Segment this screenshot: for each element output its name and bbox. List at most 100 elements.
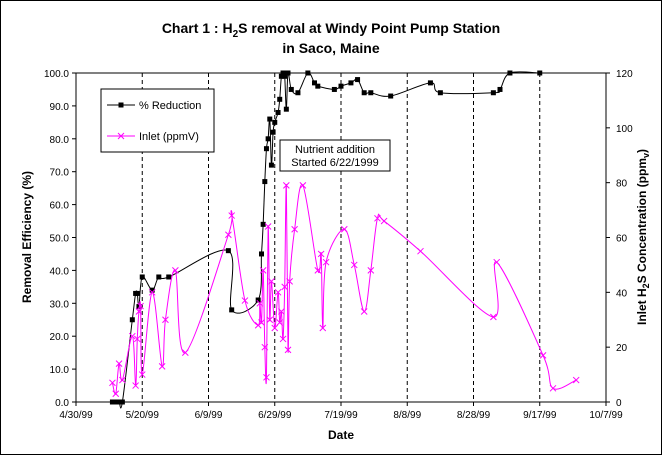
- series-reduction-point: [490, 90, 496, 96]
- series-reduction-point: [282, 73, 288, 79]
- series-reduction-point: [331, 86, 337, 92]
- series-inlet-point: [241, 297, 249, 304]
- series-reduction-point: [268, 162, 274, 168]
- series-inlet-point: [549, 384, 557, 392]
- x-tick-label: 6/9/99: [195, 410, 223, 421]
- series-reduction-point: [255, 297, 261, 303]
- series-inlet-point: [322, 258, 330, 266]
- series-inlet-point: [572, 376, 580, 384]
- series-reduction-point: [355, 77, 361, 83]
- series-inlet-point: [259, 267, 267, 274]
- series-inlet-point: [340, 225, 348, 233]
- series-reduction-point: [156, 274, 162, 280]
- x-tick-label: 9/17/99: [523, 410, 557, 421]
- series-reduction-point: [283, 106, 289, 112]
- chart-title-line2: in Saco, Maine: [282, 40, 379, 56]
- y-left-tick-label: 20.0: [50, 332, 70, 343]
- y-left-tick-label: 60.0: [50, 201, 70, 212]
- series-reduction-point: [278, 73, 284, 79]
- series-reduction-point: [113, 399, 119, 405]
- series-inlet-point: [162, 316, 169, 324]
- series-reduction-point: [116, 399, 122, 405]
- series-inlet-point: [278, 308, 285, 315]
- series-reduction-point: [119, 399, 125, 405]
- x-axis-label: Date: [328, 428, 354, 442]
- series-inlet-point: [138, 371, 146, 378]
- series-inlet-point: [109, 379, 116, 387]
- y-right-tick-label: 40: [616, 288, 628, 299]
- series-inlet-point: [274, 288, 282, 296]
- series-inlet-point: [264, 223, 272, 230]
- series-inlet-point: [115, 360, 123, 367]
- y-left-tick-label: 0.0: [55, 398, 69, 409]
- series-reduction-point: [129, 317, 135, 323]
- series-reduction-point: [277, 96, 283, 102]
- series-inlet-point: [263, 373, 270, 381]
- series-reduction-point: [348, 80, 354, 86]
- series-reduction-point: [134, 290, 140, 296]
- series-inlet-point: [417, 247, 424, 255]
- series-inlet-point: [360, 308, 368, 315]
- series-inlet-point: [539, 352, 547, 359]
- series-reduction-point: [361, 90, 367, 96]
- series-inlet-point: [279, 335, 287, 343]
- series-reduction-point: [288, 86, 294, 92]
- series-reduction-point: [260, 221, 266, 227]
- series-reduction-point: [265, 136, 271, 142]
- legend-inlet-label: Inlet (ppmV): [139, 131, 199, 143]
- series-reduction-point: [275, 109, 281, 115]
- series-layer: [109, 70, 580, 409]
- series-reduction-point: [280, 70, 286, 76]
- series-inlet-point: [135, 308, 143, 315]
- series-inlet-point: [266, 316, 274, 324]
- y-left-tick-label: 10.0: [50, 365, 70, 376]
- series-reduction-point: [315, 83, 321, 89]
- series-reduction-point: [437, 90, 443, 96]
- y-axis-right-label: Inlet H2S Concentration (ppmv): [635, 149, 651, 325]
- y-left-tick-label: 30.0: [50, 299, 70, 310]
- series-reduction-point: [270, 129, 276, 135]
- series-inlet-point: [225, 231, 232, 239]
- series-inlet-point: [137, 302, 144, 310]
- series-inlet-point: [268, 278, 275, 285]
- x-tick-label: 5/20/99: [126, 410, 160, 421]
- x-tick-label: 7/19/99: [324, 410, 358, 421]
- series-reduction-point: [497, 86, 503, 92]
- series-inlet-point: [319, 324, 327, 332]
- series-inlet-point: [282, 182, 290, 189]
- series-inlet-point: [158, 363, 166, 370]
- x-tick-label: 8/8/99: [393, 410, 421, 421]
- x-tick-label: 10/7/99: [589, 410, 623, 421]
- series-inlet-point: [367, 267, 375, 274]
- series-inlet-point: [119, 376, 126, 384]
- y-left-tick-label: 50.0: [50, 234, 70, 245]
- series-reduction-point: [109, 399, 115, 405]
- series-inlet-point: [374, 214, 381, 222]
- series-reduction-point: [507, 70, 513, 76]
- series-inlet-point: [228, 212, 236, 219]
- series-inlet-point: [133, 335, 141, 343]
- series-reduction-point: [272, 119, 278, 125]
- x-tick-label: 8/28/99: [457, 410, 491, 421]
- series-inlet-point: [284, 346, 292, 354]
- series-reduction-point: [262, 179, 268, 185]
- series-reduction-point: [166, 274, 172, 280]
- series-inlet-point: [256, 299, 264, 307]
- series-reduction-point: [263, 146, 269, 152]
- series-reduction-point: [537, 70, 543, 76]
- series-inlet-point: [148, 288, 156, 296]
- series-inlet-point: [132, 382, 139, 389]
- series-reduction-point: [149, 287, 155, 293]
- x-tick-label: 4/30/99: [59, 410, 93, 421]
- series-reduction-point: [285, 70, 291, 76]
- series-inlet-point: [271, 324, 279, 332]
- series-inlet-point: [291, 225, 298, 233]
- y-left-tick-label: 100.0: [44, 69, 69, 80]
- series-reduction-point: [368, 90, 374, 96]
- y-right-tick-label: 20: [616, 343, 628, 354]
- annotation-line2: Started 6/22/1999: [291, 157, 378, 169]
- series-inlet-point: [258, 319, 265, 326]
- series-reduction-point: [338, 83, 344, 89]
- series-inlet-point: [181, 349, 189, 357]
